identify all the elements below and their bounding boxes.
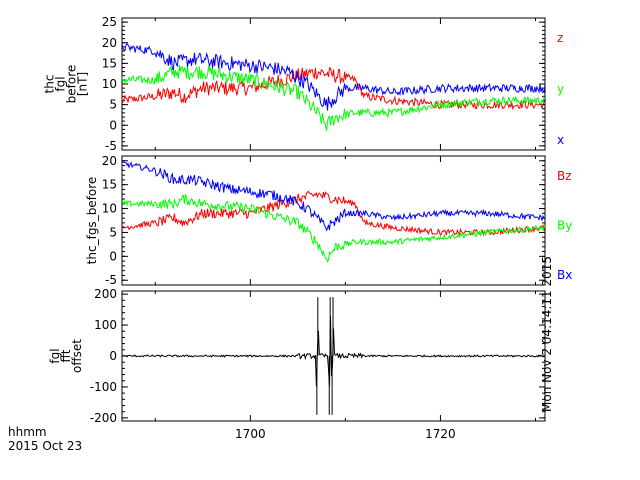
y-axis-label: thc — [43, 75, 57, 94]
y-tick-label: -5 — [105, 273, 117, 287]
y-tick-label: 15 — [102, 56, 117, 70]
y-tick-label: 100 — [94, 318, 117, 332]
legend-label: Bz — [557, 169, 572, 183]
plot-frame — [121, 155, 546, 286]
plot-frame — [121, 17, 546, 151]
y-tick-label: 20 — [102, 154, 117, 168]
series-line — [122, 64, 545, 131]
y-tick-label: 0 — [109, 118, 117, 132]
y-tick-label: 5 — [109, 225, 117, 239]
y-tick-label: 10 — [102, 77, 117, 91]
y-tick-label: -200 — [90, 411, 117, 425]
y-axis-label: before — [65, 65, 79, 104]
x-tick-label: 1700 — [235, 427, 266, 441]
legend-label: z — [557, 31, 563, 45]
y-tick-label: 0 — [109, 349, 117, 363]
y-axis-label: [nT] — [76, 72, 90, 96]
y-tick-label: 200 — [94, 287, 117, 301]
y-axis-label: fft — [59, 349, 73, 362]
y-tick-label: -100 — [90, 380, 117, 394]
series-line — [122, 160, 545, 232]
series-line — [122, 190, 545, 237]
legend-label: x — [557, 133, 564, 147]
y-tick-label: 15 — [102, 178, 117, 192]
x-tick-label: 1720 — [425, 427, 456, 441]
timestamp: Mon Nov 2 04:14:11 2015 — [540, 256, 554, 412]
y-tick-label: 25 — [102, 15, 117, 29]
legend-label: y — [557, 82, 564, 96]
y-tick-label: 10 — [102, 202, 117, 216]
y-tick-label: 20 — [102, 36, 117, 50]
series-line — [122, 194, 545, 263]
date-label: 2015 Oct 23 — [8, 439, 82, 453]
y-tick-label: 0 — [109, 249, 117, 263]
time-axis-label: hhmm — [8, 425, 47, 439]
y-tick-label: 5 — [109, 98, 117, 112]
legend-label: Bx — [557, 268, 572, 282]
legend-label: By — [557, 219, 572, 233]
plot-panels: -50510152025thcfglbefore[nT]zyx-50510152… — [43, 15, 573, 441]
series-line — [122, 67, 545, 111]
y-axis-label: offset — [70, 339, 84, 373]
series-line — [122, 42, 545, 111]
y-tick-label: -5 — [105, 139, 117, 153]
y-axis-label: thc_fgs_before — [85, 177, 99, 265]
y-axis-label: fgl — [48, 348, 62, 363]
y-axis-label: fgl — [54, 76, 68, 91]
